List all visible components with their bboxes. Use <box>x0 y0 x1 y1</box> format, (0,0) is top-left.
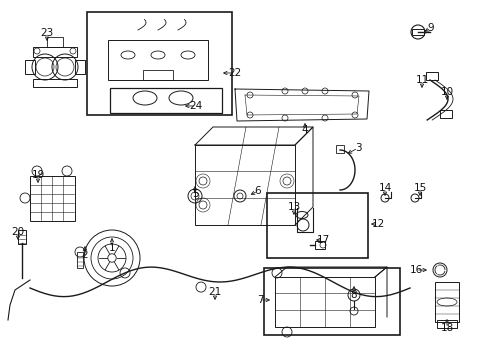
Text: 24: 24 <box>189 101 203 111</box>
Bar <box>426 72 438 80</box>
Bar <box>75 60 85 74</box>
Bar <box>30 176 75 221</box>
Text: 9: 9 <box>428 23 434 33</box>
Text: 14: 14 <box>378 183 392 193</box>
Text: 6: 6 <box>255 186 261 196</box>
Text: 17: 17 <box>317 235 330 245</box>
Bar <box>143 70 173 80</box>
Text: 22: 22 <box>228 68 242 78</box>
Bar <box>110 88 222 113</box>
Text: 15: 15 <box>414 183 427 193</box>
Bar <box>315 241 325 249</box>
Bar <box>267 193 368 258</box>
Bar <box>33 79 77 87</box>
Bar <box>87 12 232 115</box>
Text: 20: 20 <box>11 227 24 237</box>
Text: 7: 7 <box>257 295 263 305</box>
Text: 1: 1 <box>109 243 115 253</box>
Text: 12: 12 <box>371 219 385 229</box>
Text: 8: 8 <box>351 290 357 300</box>
Bar <box>33 47 77 57</box>
Text: 4: 4 <box>302 125 308 135</box>
Text: 23: 23 <box>40 28 53 38</box>
Text: 5: 5 <box>192 189 198 199</box>
Bar <box>275 277 375 327</box>
Text: 21: 21 <box>208 287 221 297</box>
Text: 18: 18 <box>441 323 454 333</box>
Bar <box>435 282 459 322</box>
Bar <box>412 29 424 35</box>
Bar <box>77 252 83 268</box>
Bar <box>437 320 457 328</box>
Text: 10: 10 <box>441 87 454 97</box>
Bar <box>25 60 35 74</box>
Bar <box>264 268 400 335</box>
Text: 2: 2 <box>82 250 88 260</box>
Bar <box>336 145 344 153</box>
Bar <box>108 40 208 80</box>
Bar <box>18 230 26 244</box>
Text: 3: 3 <box>355 143 361 153</box>
Bar <box>195 145 295 225</box>
Bar <box>47 37 63 47</box>
Text: 11: 11 <box>416 75 429 85</box>
Text: 19: 19 <box>31 170 45 180</box>
Bar <box>440 110 452 118</box>
Text: 16: 16 <box>409 265 423 275</box>
Text: 13: 13 <box>287 202 301 212</box>
